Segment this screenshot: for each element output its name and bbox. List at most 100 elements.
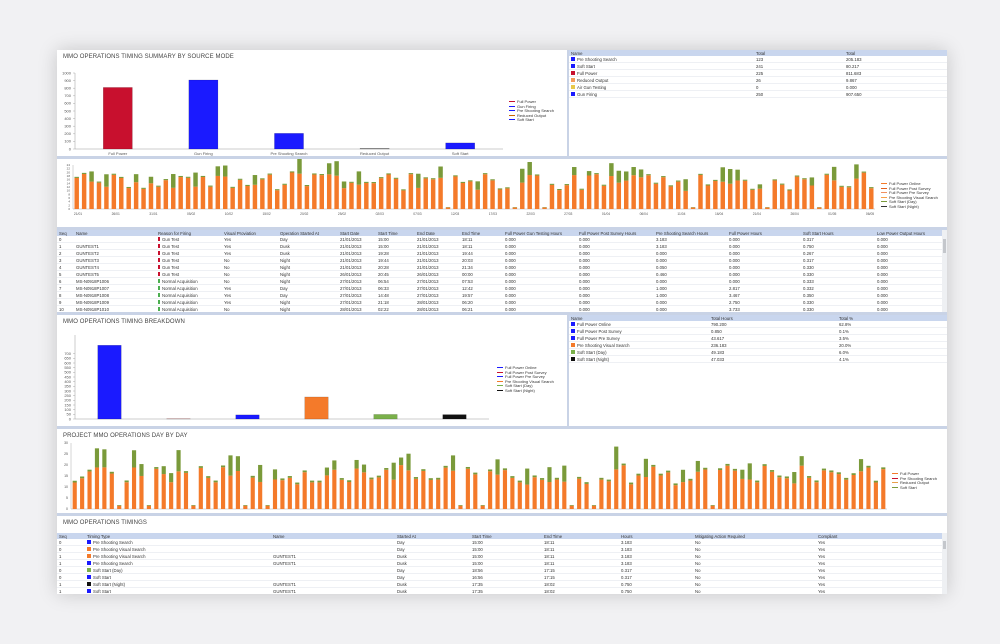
bar (569, 505, 574, 506)
table-cell: 27/01/2013 (338, 284, 376, 292)
column-header[interactable]: Compliant (816, 533, 942, 539)
bar (881, 469, 886, 509)
table-row[interactable]: Gun Firing 250 907.650 (569, 90, 947, 98)
column-header[interactable]: Visual Proviation (222, 230, 278, 236)
bar (154, 467, 159, 469)
table-row[interactable]: Air Gun Testing 0 0.000 (569, 83, 947, 91)
value-cell: 907.650 (844, 90, 947, 98)
bar (520, 168, 525, 183)
table-row[interactable]: Pre Shooting Search 123 205.183 (569, 56, 947, 63)
table-cell: Day (395, 545, 470, 553)
column-header[interactable]: Full Power Post Survey Hours (577, 230, 654, 236)
bar (732, 470, 738, 509)
bar (784, 478, 789, 509)
bar (839, 185, 844, 187)
bar (334, 175, 339, 209)
column-header[interactable]: Name (74, 230, 156, 236)
column-header[interactable]: Hours (619, 533, 693, 539)
table-row[interactable]: 1 Pre Shooting Visual Search GUNTEST1 Dusk 1… (57, 552, 942, 560)
table-row[interactable]: 0 Pre Shooting Visual Search Day 15:00 18:11… (57, 545, 942, 553)
column-header[interactable]: Start Time (470, 533, 542, 539)
column-header[interactable]: Total (844, 50, 947, 56)
column-header[interactable]: Reason for Firing (156, 230, 222, 236)
column-header[interactable]: Start Date (338, 230, 376, 236)
column-header[interactable]: Full Power Hours (727, 230, 801, 236)
column-header[interactable]: End Date (415, 230, 460, 236)
table-row[interactable]: 1 Soft Start (Night) GUNTEST1 Dusk 17:35 18:0… (57, 580, 942, 588)
table-row[interactable]: 0 Gun Test Yes Day 21/01/2013 15:00 21/01/2013… (57, 236, 942, 243)
bar (386, 174, 391, 209)
table-row[interactable]: Soft Start 241 80.217 (569, 62, 947, 70)
table-cell: MS-N0918P1006 (74, 277, 156, 285)
table-row[interactable]: 4 GUNTEST4 Gun Test No Night 21/01/2013 20:28 2… (57, 263, 942, 271)
table-cell: 1.000 (654, 284, 727, 292)
column-header[interactable]: Total Hours (709, 315, 837, 321)
table-cell: 1 (57, 552, 85, 560)
table-row[interactable]: 0 Pre Shooting Search Day 15:00 18:11 3.183 No… (57, 539, 942, 546)
legend-swatch (497, 389, 503, 391)
column-header[interactable]: Seq (57, 230, 74, 236)
column-header[interactable]: End Time (460, 230, 503, 236)
table-row[interactable]: 0 Soft Start Day 16:56 17:15 0.317 No Yes (57, 573, 942, 581)
color-swatch (571, 85, 575, 90)
bar (614, 446, 619, 470)
table-row[interactable]: Reduced Output 26 9.867 (569, 76, 947, 84)
table-row[interactable]: Full Power Pre Survey 43.617 3.5% (569, 334, 947, 342)
y-tick-label: 350 (64, 384, 71, 389)
table-cell: 0.350 (801, 291, 875, 299)
column-header[interactable]: Name (569, 315, 709, 321)
x-tick-label: Gun Firing (194, 151, 213, 156)
column-header[interactable]: Seq (57, 533, 85, 539)
table-row[interactable]: 9 MS-N0918P1009 Normal Acquisition Yes Night… (57, 298, 942, 306)
column-header[interactable]: Pre Shooting Search Hours (654, 230, 727, 236)
table-cell: Gun Test (156, 270, 222, 278)
bar (369, 477, 374, 480)
table-row[interactable]: 1 GUNTEST1 Gun Test Yes Dusk 21/01/2013 15:00 2… (57, 242, 942, 250)
operations-table-scrollbar[interactable] (942, 230, 947, 312)
column-header[interactable]: Started At (395, 533, 470, 539)
table-row[interactable]: Soft Start (Night) 47.033 4.1% (569, 355, 947, 363)
bar (510, 476, 515, 478)
table-row[interactable]: 1 Pre Shooting Search GUNTEST1 Dusk 15:00 18:… (57, 559, 942, 567)
table-cell: 20:28 (376, 263, 415, 271)
value-cell: 80.217 (844, 62, 947, 70)
column-header[interactable]: Name (569, 50, 754, 56)
day-by-day-title: PROJECT MMO OPERATIONS DAY BY DAY (63, 433, 188, 439)
table-row[interactable]: 0 Soft Start (Day) Day 18:56 17:15 0.317 No Yes (57, 566, 942, 574)
table-row[interactable]: 8 MS-N0918P1008 Normal Acquisition Yes Day 27… (57, 291, 942, 299)
table-cell: Pre Shooting Visual Search (85, 552, 271, 560)
table-row[interactable]: 2 GUNTEST2 Gun Test Yes Dusk 21/01/2013 19:28 2… (57, 249, 942, 257)
column-header[interactable]: Full Power Gun Testing Hours (503, 230, 577, 236)
column-header[interactable]: Operation Started At (278, 230, 338, 236)
y-tick-label: 400 (64, 116, 71, 121)
column-header[interactable]: Total (754, 50, 844, 56)
bar (274, 190, 280, 209)
bar (777, 477, 782, 509)
table-row[interactable]: Full Power Post Survey 0.850 0.1% (569, 327, 947, 335)
table-cell: Dusk (278, 249, 338, 257)
table-row[interactable]: Soft Start (Day) 49.183 6.0% (569, 348, 947, 356)
column-header[interactable]: Soft Start Hours (801, 230, 875, 236)
table-cell: Normal Acquisition (156, 305, 222, 312)
column-header[interactable]: Name (271, 533, 395, 539)
table-row[interactable]: 5 GUNTEST5 Gun Test No Night 26/01/2013 20:45 2… (57, 270, 942, 278)
timings-table-scrollbar[interactable] (942, 533, 947, 594)
table-row[interactable]: Full Power 225 811.683 (569, 69, 947, 77)
table-row[interactable]: 3 GUNTEST3 Gun Test No Night 21/01/2013 19:44 2… (57, 256, 942, 264)
table-row[interactable]: 7 MS-N0918P1007 Normal Acquisition Yes Day 27… (57, 284, 942, 292)
column-header[interactable]: End Time (542, 533, 619, 539)
table-row[interactable]: Pre Shooting Visual Search 236.183 20.0% (569, 341, 947, 349)
table-row[interactable]: 1 Soft Start GUNTEST1 Dusk 17:35 18:02 0.750 No… (57, 587, 942, 594)
bar (631, 175, 636, 209)
column-header[interactable]: Total % (837, 315, 947, 321)
column-header[interactable]: Start Time (376, 230, 415, 236)
table-row[interactable]: 10 MS-N0918P1010 Normal Acquisition No Night… (57, 305, 942, 312)
bar (703, 467, 708, 470)
table-row[interactable]: Full Power Online 790.200 62.8% (569, 321, 947, 328)
column-header[interactable]: Timing Type (85, 533, 271, 539)
bar (133, 182, 139, 209)
column-header[interactable]: Low Power Output Hours (875, 230, 942, 236)
table-row[interactable]: 6 MS-N0918P1006 Normal Acquisition No Night 2… (57, 277, 942, 285)
table-cell: 18:02 (542, 580, 619, 588)
column-header[interactable]: Mitigating Action Required (693, 533, 816, 539)
